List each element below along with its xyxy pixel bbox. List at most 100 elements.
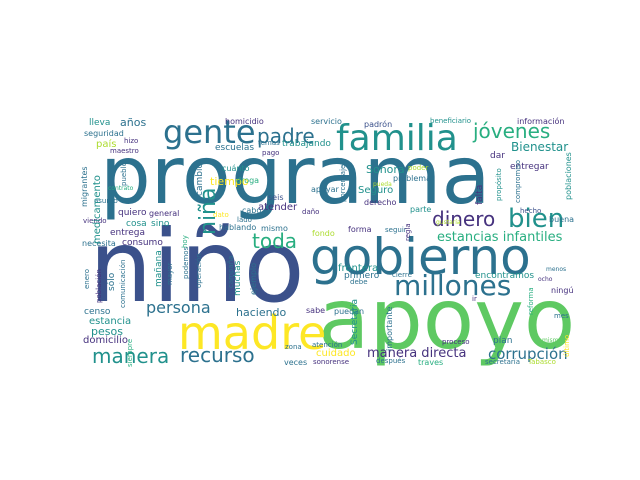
- word-ocho: ocho: [538, 276, 553, 283]
- word-persona: persona: [146, 298, 211, 317]
- word-pago: pago: [262, 149, 280, 157]
- word-asunto: asunto: [94, 197, 118, 205]
- word-sino: sino: [151, 219, 170, 229]
- word-jovenes: jóvenes: [473, 119, 551, 143]
- word-traves: traves: [418, 358, 444, 367]
- word-padron: padrón: [364, 120, 393, 129]
- word-proposito: propósito: [495, 168, 503, 201]
- word-contrato: contrato: [108, 185, 134, 192]
- word-manana: mañana: [154, 250, 164, 287]
- word-estancia: estancia: [89, 316, 132, 327]
- word-sonora: Sonora: [366, 163, 405, 176]
- word-ningun: ningún: [551, 286, 574, 295]
- word-trabajando: trabajando: [282, 139, 331, 149]
- word-importante: importante: [385, 306, 394, 351]
- word-mayor: mayor: [166, 262, 174, 285]
- word-seguro: Seguro: [358, 185, 394, 196]
- word-veces: veces: [284, 358, 308, 367]
- word-cuanto: cuánto: [222, 164, 250, 173]
- word-general: general: [149, 209, 180, 218]
- word-poder: poder: [408, 164, 429, 172]
- word-viendo: viendo: [83, 217, 107, 225]
- word-pueblo: pueblo: [120, 162, 128, 186]
- word-hecho: hecho: [520, 207, 542, 215]
- word-cloud: programa niño apoyo gobierno madre famil…: [80, 107, 574, 373]
- word-ejemplo: ejemplo: [249, 262, 258, 295]
- word-derecho: derecho: [364, 198, 397, 207]
- word-poblacion: población: [95, 269, 103, 303]
- word-secretaria: secretaría: [485, 358, 520, 366]
- word-regla: regla: [404, 223, 412, 241]
- word-buena: buena: [549, 215, 574, 224]
- word-droga: droga: [236, 176, 260, 185]
- word-problema: problema: [393, 174, 432, 183]
- word-cabo: cabo: [242, 206, 262, 215]
- word-haciendo: haciendo: [236, 306, 287, 319]
- word-porcentaje: porcentaje: [339, 164, 347, 202]
- word-forma: forma: [348, 225, 372, 234]
- word-plan: plan: [493, 336, 513, 346]
- word-gente: gente: [163, 113, 256, 151]
- word-cosa: cosa: [126, 219, 147, 229]
- word-tiempo: tiempo: [210, 175, 249, 188]
- word-apoyo: apoyo: [318, 270, 574, 368]
- word-atencion: atención: [312, 341, 343, 349]
- word-debe: debe: [350, 278, 368, 286]
- word-apoyar: apoyar: [311, 185, 339, 194]
- word-lleva: lleva: [89, 118, 111, 128]
- word-programa: programa: [100, 129, 491, 222]
- word-poblaciones: poblaciones: [564, 152, 573, 200]
- word-fondo: fondo: [312, 229, 335, 238]
- word-gobierno: gobierno: [310, 228, 531, 286]
- word-padre: padre: [257, 124, 315, 148]
- word-manera-directa: manera directa: [367, 346, 467, 361]
- word-operacion: operación: [195, 253, 203, 288]
- word-madre: madre: [178, 306, 327, 360]
- word-maestro: maestro: [110, 147, 139, 155]
- word-millones: millones: [394, 269, 512, 302]
- word-lado: lado: [237, 216, 252, 224]
- word-necesita: necesita: [82, 239, 116, 248]
- word-gustaria: gustaría: [436, 219, 461, 226]
- word-pais: país: [96, 139, 117, 150]
- word-corrupcion: corrupción: [488, 345, 568, 363]
- word-entrega: entrega: [110, 228, 146, 238]
- word-homicidio: homicidio: [225, 117, 264, 126]
- word-zona: zona: [285, 343, 302, 351]
- word-bien: bien: [508, 204, 565, 234]
- word-reforma: reforma: [527, 287, 535, 315]
- word-falta: falta: [475, 184, 485, 205]
- word-muchas: muchas: [233, 260, 243, 296]
- word-primero: primero: [344, 271, 380, 281]
- word-beneficiario: beneficiario: [430, 117, 472, 125]
- word-atender: atender: [258, 202, 298, 213]
- word-parte: parte: [410, 205, 432, 214]
- word-estancias-infantiles: estancias infantiles: [437, 230, 563, 245]
- word-misma: misma: [542, 337, 563, 344]
- word-ir: ir: [472, 295, 477, 303]
- word-seis: seis: [268, 193, 284, 202]
- word-entregar: entregar: [510, 162, 549, 172]
- word-encontramos: encontramos: [475, 271, 535, 281]
- word-compromiso: compromiso: [514, 159, 522, 203]
- word-servicio: servicio: [311, 117, 342, 126]
- word-hablando: hablando: [219, 223, 257, 232]
- word-domicilio: domicilio: [83, 335, 128, 346]
- word-frontera: frontera: [338, 263, 379, 274]
- word-sonorense: sonorense: [313, 358, 350, 366]
- word-despues: después: [376, 357, 406, 365]
- word-temas: temas: [258, 139, 280, 147]
- word-seguridad: seguridad: [84, 129, 124, 138]
- word-comunicacion: comunicación: [119, 259, 127, 308]
- word-medicamento: medicamento: [92, 175, 103, 244]
- word-informacion: información: [517, 117, 565, 126]
- word-migrantes: migrantes: [80, 166, 89, 207]
- word-recurso: recurso: [180, 343, 255, 367]
- word-siempre: siempre: [126, 338, 134, 367]
- word-secretaria-v: Secretaria: [350, 299, 360, 345]
- word-toda: toda: [252, 229, 298, 253]
- word-puedan: puedan: [334, 307, 365, 316]
- word-dano: daño: [302, 208, 320, 216]
- word-familia: familia: [336, 118, 458, 159]
- word-censo: censo: [84, 307, 111, 317]
